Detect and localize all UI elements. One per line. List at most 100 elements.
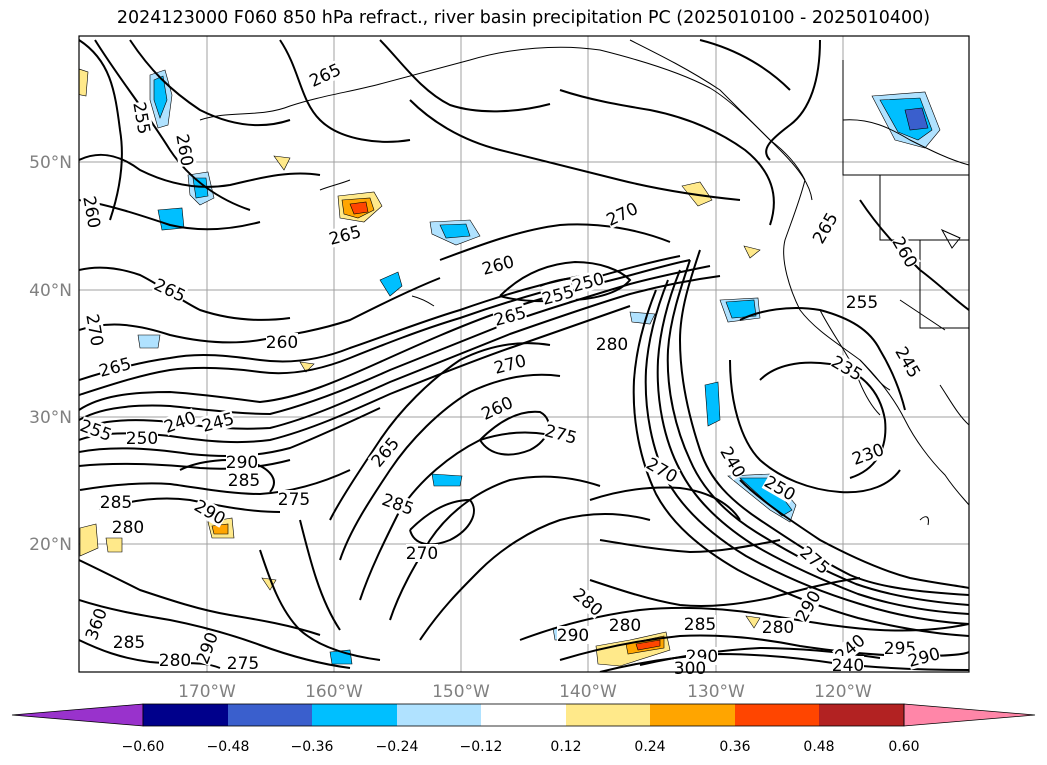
contour-label-text: 290 (193, 630, 223, 667)
colorbar-segment (312, 704, 397, 726)
contour-label-text: 230 (850, 440, 887, 470)
colorbar-segment (397, 704, 481, 726)
lat-label-40n: 40°N (29, 281, 72, 301)
contour-label: 265 (306, 60, 344, 92)
contour-label: 270 (81, 312, 106, 347)
colorbar-segment (735, 704, 819, 726)
lon-label-130w: 130°W (687, 682, 745, 702)
pos-anomaly-patch (79, 523, 99, 557)
pos-anomaly-patch (349, 201, 369, 215)
lon-label-140w: 140°W (559, 682, 617, 702)
contour-label-text: 360 (82, 606, 112, 643)
contour-label-text: 245 (200, 409, 237, 437)
lat-label-20n: 20°N (29, 535, 72, 555)
contour-label: 285 (228, 471, 260, 491)
contour-label: 245 (200, 409, 237, 437)
contour-label-text: 260 (266, 333, 298, 353)
pos-anomaly-patch (105, 537, 123, 553)
pos-anomaly-patch (635, 639, 661, 651)
contour-label: 275 (278, 490, 310, 510)
neg-anomaly-patch (137, 334, 161, 349)
lon-label-150w: 150°W (432, 682, 490, 702)
contour-label-text: 270 (492, 351, 529, 379)
contour-label-text: 255 (540, 282, 577, 310)
pos-anomaly-patch (743, 245, 761, 259)
latitude-labels: 50°N 40°N 30°N 20°N (29, 153, 72, 555)
colorbar-segment (143, 704, 228, 726)
contour-label: 270 (492, 351, 529, 379)
contour-label: 285 (684, 615, 716, 635)
longitude-labels: 170°W 160°W 150°W 140°W 130°W 120°W (178, 682, 872, 702)
contour-label-text: 255 (77, 416, 114, 446)
contour-label: 265 (809, 209, 843, 247)
colorbar-tick-labels: −0.60 −0.48 −0.36 −0.24 −0.12 0.12 0.24 … (122, 739, 920, 755)
contour-label: 290 (226, 453, 258, 473)
contour-label-text: 280 (112, 518, 144, 538)
contour-label: 260 (480, 252, 517, 280)
colorbar-tick-label: 0.48 (803, 739, 834, 755)
contour-label-text: 270 (81, 312, 106, 347)
colorbar-segment (650, 704, 735, 726)
lon-label-170w: 170°W (178, 682, 236, 702)
lon-label-160w: 160°W (305, 682, 363, 702)
contour-label-text: 290 (557, 626, 589, 646)
contour-label: 260 (478, 393, 516, 425)
contour-label-text: 275 (542, 421, 579, 449)
colorbar-extend-left (11, 703, 144, 727)
colorbar-tick-label: −0.24 (376, 739, 419, 755)
contour-label-text: 285 (684, 615, 716, 635)
contour-label-text: 235 (827, 352, 865, 386)
contour-label-text: 260 (480, 252, 517, 280)
contour-label-text: 280 (159, 651, 191, 671)
contour-label: 280 (159, 651, 191, 671)
colorbar-segment (819, 704, 904, 726)
contour-label: 360 (82, 606, 112, 643)
colorbar (11, 703, 1036, 727)
neg-anomaly-patch (704, 381, 721, 427)
colorbar-tick-label: −0.48 (207, 739, 250, 755)
contour-label-text: 265 (327, 222, 364, 250)
contour-label: 255 (77, 416, 114, 446)
contour-label-text: 265 (151, 275, 189, 307)
contour-label-text: 285 (228, 471, 260, 491)
contour-label-text: 255 (846, 293, 878, 313)
contour-label-text: 265 (97, 354, 134, 382)
contour-label: 240 (832, 656, 864, 676)
contour-label: 255 (540, 282, 577, 310)
contour-label-text: 280 (596, 335, 628, 355)
pos-anomaly-patch (745, 615, 761, 629)
map-title: 2024123000 F060 850 hPa refract., river … (116, 8, 931, 28)
lat-label-50n: 50°N (29, 153, 72, 173)
neg-anomaly-patch (904, 107, 929, 131)
contour-label-text: 285 (113, 633, 145, 653)
colorbar-tick-label: −0.36 (291, 739, 334, 755)
contour-label: 285 (113, 633, 145, 653)
contour-label-text: 265 (368, 434, 404, 472)
contour-label-text: 260 (478, 393, 516, 425)
colorbar-tick-label: −0.60 (122, 739, 165, 755)
contour-label-text: 265 (809, 209, 843, 247)
contour-label: 280 (762, 618, 794, 638)
contour-label: 285 (100, 493, 132, 513)
colorbar-tick-label: 0.24 (634, 739, 665, 755)
neg-anomaly-patch (439, 223, 471, 239)
contour-label-text: 260 (78, 194, 103, 229)
contour-label-text: 280 (762, 618, 794, 638)
pos-anomaly-patch (79, 68, 89, 97)
colorbar-frame (142, 703, 905, 727)
colorbar-tick-label: 0.12 (550, 739, 581, 755)
neg-anomaly-patch (725, 299, 757, 319)
contour-label-text: 245 (890, 343, 924, 381)
pos-anomaly-patch (273, 155, 291, 171)
pos-anomaly-patch (299, 361, 315, 373)
contour-label: 275 (542, 421, 579, 449)
contour-label: 275 (227, 654, 259, 674)
contour-label: 280 (609, 616, 641, 636)
contour-label: 265 (368, 434, 404, 472)
contour-label-text: 280 (609, 616, 641, 636)
neg-anomaly-patch (629, 311, 656, 325)
contour-label: 255 (846, 293, 878, 313)
contour-label: 270 (603, 199, 641, 231)
contour-label: 285 (379, 490, 416, 520)
